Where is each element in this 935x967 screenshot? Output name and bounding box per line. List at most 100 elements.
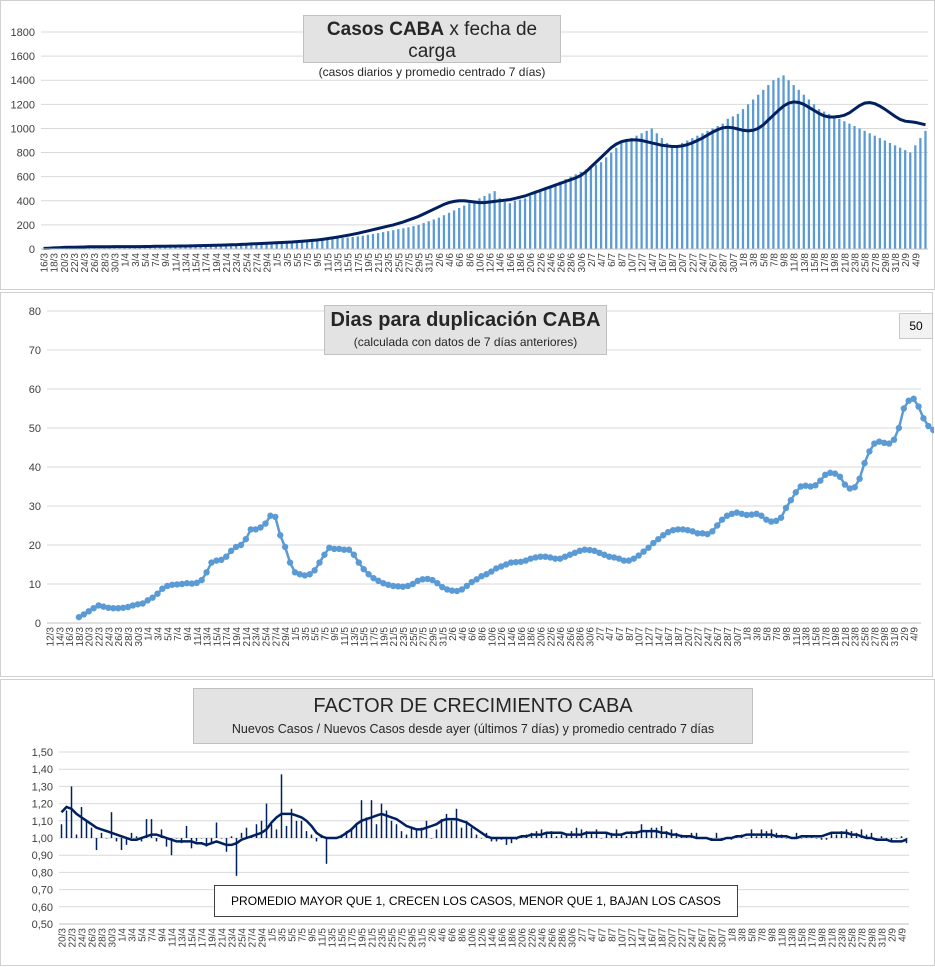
series-line-promedio [62,807,907,845]
y-tick-label: 10 [29,579,41,591]
chart-duplicacion-title: Dias para duplicación CABA [325,309,606,332]
bar [191,838,193,848]
bar [881,836,883,838]
bar [826,838,828,840]
bar [438,218,440,249]
bar [431,838,433,839]
bar [316,838,318,841]
bar [564,179,566,249]
y-tick-label: 1,40 [32,764,53,776]
bar [201,838,203,839]
bar [91,828,93,838]
bar [76,835,78,838]
data-point [356,559,362,565]
bar [625,141,627,250]
data-point [321,552,327,558]
bar [595,165,597,249]
bar [451,821,453,838]
bar [331,239,333,249]
bar [86,821,88,838]
data-point [203,569,209,575]
bar [391,821,393,838]
bar [519,200,521,249]
bar [311,835,313,838]
bar [326,240,328,249]
bar [661,138,663,249]
bar [428,221,430,249]
bar [362,236,364,249]
bar [746,838,748,839]
bar [539,191,541,249]
data-point [891,437,897,443]
bar [651,128,653,249]
bar [196,838,198,841]
bar [101,833,103,838]
bar [231,836,233,838]
bar [671,148,673,249]
bar [782,75,784,249]
bar [81,807,83,838]
bar [676,145,678,249]
bar [899,148,901,249]
bar [793,85,795,249]
data-point [277,532,283,538]
bar [601,838,603,839]
bar [371,800,373,838]
bar [136,836,138,838]
bar [401,831,403,838]
chart-factor-title-box: FACTOR DE CRECIMIENTO CABA Nuevos Casos … [193,688,753,744]
bar [473,201,475,249]
bar [828,114,830,249]
bar [556,836,558,838]
y-tick-label: 40 [29,462,41,474]
bar [261,821,263,838]
bar [554,184,556,249]
bar [777,78,779,249]
bar [823,112,825,249]
y-tick-label: 0,80 [32,867,53,879]
bar [816,838,818,839]
bar [630,138,632,249]
bar [696,136,698,249]
bar [756,836,758,838]
data-point [856,476,862,482]
bar [686,141,688,250]
y-tick-label: 1000 [11,123,35,135]
data-point [282,544,288,550]
bar [716,833,718,838]
bar [605,157,607,249]
bar [818,109,820,249]
data-point [262,520,268,526]
y-tick-label: 1600 [11,51,35,63]
current-value-badge: 50 [899,313,933,339]
y-tick-label: 70 [29,345,41,357]
data-point [316,559,322,565]
bar [858,128,860,249]
bar [843,121,845,249]
bar [276,829,278,838]
bar [914,145,916,249]
bar [767,85,769,249]
bar [61,824,63,838]
bar [666,143,668,249]
bar [402,228,404,249]
chart-duplicacion-subtitle: (calculada con datos de 7 días anteriore… [325,335,606,349]
bar [352,237,354,249]
bar [701,133,703,249]
bar [901,836,903,838]
bar [615,148,617,249]
bar [524,198,526,249]
data-point [896,425,902,431]
data-point [852,484,858,490]
bar [406,835,408,838]
data-point [287,559,293,565]
bar [412,226,414,249]
bar [787,80,789,249]
data-point [861,460,867,466]
y-tick-label: 0 [35,618,41,630]
data-point [920,415,926,421]
bar [732,116,734,249]
bar [361,800,363,838]
data-point [311,567,317,573]
